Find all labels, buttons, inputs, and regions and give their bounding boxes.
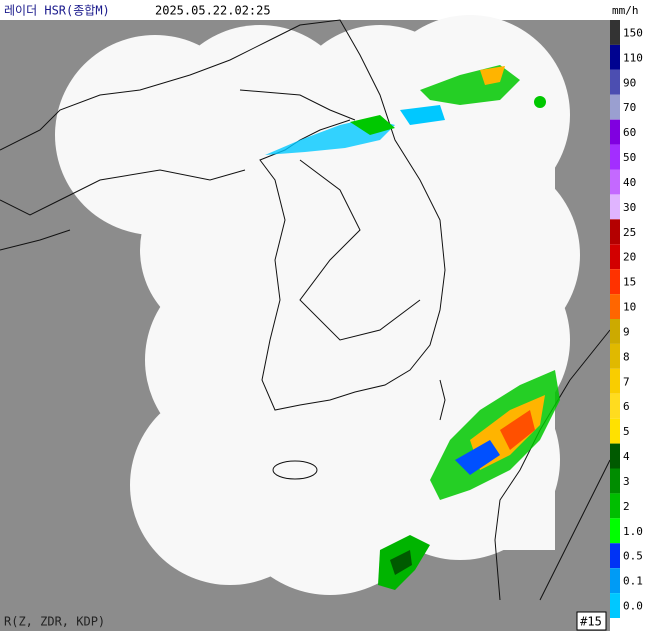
legend-swatch <box>610 294 620 319</box>
radar-coverage <box>55 15 580 595</box>
legend-label: 40 <box>623 176 636 189</box>
precipitation <box>265 65 560 590</box>
product-title: 레이더 HSR(종합M) <box>4 4 110 18</box>
frame-box <box>576 611 607 631</box>
legend-label: 0.1 <box>623 575 643 588</box>
legend-label: 7 <box>623 375 630 388</box>
legend-swatch <box>610 119 620 145</box>
method-label: R(Z, ZDR, KDP) <box>4 615 105 629</box>
unit-label: mm/h <box>612 4 639 17</box>
legend-label: 1.0 <box>623 525 643 538</box>
frame-label: #15 <box>580 615 602 629</box>
legend-swatch <box>610 593 620 618</box>
legend-swatch <box>610 418 620 444</box>
coastline <box>0 19 611 601</box>
legend-label: 2 <box>623 500 630 513</box>
legend-label: 90 <box>623 76 636 89</box>
legend-swatch <box>610 20 620 45</box>
legend-label: 70 <box>623 101 636 114</box>
legend-swatch <box>610 443 620 469</box>
legend-label: 6 <box>623 400 630 413</box>
legend-label: 3 <box>623 475 630 488</box>
legend-label: 8 <box>623 350 630 363</box>
legend-label: 25 <box>623 226 636 239</box>
legend-swatch <box>610 319 620 344</box>
legend-label: 0.0 <box>623 600 643 613</box>
legend-swatch <box>610 219 620 245</box>
legend-swatch <box>610 568 620 594</box>
legend-swatch <box>610 44 620 70</box>
legend-label: 9 <box>623 325 630 338</box>
legend-label: 4 <box>623 450 630 463</box>
legend-label: 110 <box>623 51 643 64</box>
legend-swatch <box>610 69 620 95</box>
legend-label: 30 <box>623 201 636 214</box>
timestamp: 2025.05.22.02:25 <box>155 4 271 18</box>
legend-swatch <box>610 144 620 170</box>
legend-swatch <box>610 368 620 394</box>
legend-swatch <box>610 94 620 120</box>
legend-label: 15 <box>623 276 636 289</box>
legend-swatch <box>610 518 620 544</box>
legend-label: 5 <box>623 425 630 438</box>
legend-swatch <box>610 343 620 369</box>
legend-swatch <box>610 169 620 195</box>
header-bar <box>0 0 646 20</box>
legend-label: 0.5 <box>623 550 643 563</box>
legend-label: 150 <box>623 26 643 39</box>
legend-swatch <box>610 393 620 419</box>
legend-label: 10 <box>623 301 636 314</box>
legend-swatch <box>610 194 620 220</box>
legend-swatch <box>610 493 620 519</box>
legend-label: 60 <box>623 126 636 139</box>
legend-swatch <box>610 468 620 494</box>
legend-swatch <box>610 543 620 569</box>
legend-swatch <box>610 269 620 295</box>
legend-label: 20 <box>623 251 636 264</box>
legend-swatch <box>610 244 620 270</box>
legend-label: 50 <box>623 151 636 164</box>
